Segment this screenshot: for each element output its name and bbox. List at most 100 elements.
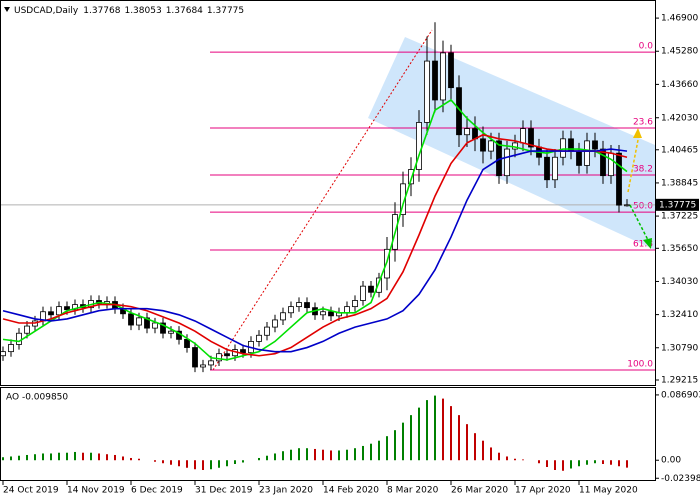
candle-body [408, 169, 414, 185]
candle-body [304, 302, 310, 309]
candle-body [144, 317, 150, 329]
candle-body [544, 156, 550, 181]
arrow-head [643, 238, 652, 249]
candle-body [280, 312, 286, 321]
candle-body [256, 334, 262, 342]
candle-body [584, 140, 590, 166]
price-tag-label: 1.37775 [659, 200, 696, 210]
candle-body [272, 319, 278, 328]
ao-frame [0, 387, 656, 481]
candle-body [480, 138, 486, 152]
y-tick-label: 1.46900 [661, 14, 698, 24]
y-tick-label: 1.35650 [661, 244, 698, 254]
x-tick-label: 24 Oct 2019 [3, 486, 59, 496]
header-icon [4, 7, 10, 12]
high: 1.38053 [124, 6, 161, 16]
price-tag [656, 198, 699, 211]
chart-header: USDCAD,Daily 1.37768 1.38053 1.37684 1.37775 [14, 6, 244, 16]
candle-body [560, 138, 566, 158]
low: 1.37684 [166, 6, 203, 16]
candle-body [440, 52, 446, 101]
candle-body [64, 306, 70, 311]
candle-body [48, 311, 54, 316]
candle-body [128, 313, 134, 326]
candle-body [368, 285, 374, 293]
y-tick-label: 1.43660 [661, 80, 698, 90]
main-panel: 1.46900 1.45280 1.43660 1.42030 1.40465 1.388… [0, 14, 699, 496]
candle-body [520, 128, 526, 144]
main-frame [0, 0, 656, 386]
y-tick-label: 1.45280 [661, 47, 698, 57]
y-tick-label: 1.40465 [661, 145, 698, 155]
candle-body [200, 364, 206, 368]
candle-body [528, 128, 534, 148]
x-tick-label: 17 Apr 2020 [515, 486, 571, 496]
candle-body [168, 330, 174, 334]
x-tick-label: 26 Mar 2020 [451, 486, 508, 496]
candle-body [240, 349, 246, 354]
x-tick-label: 14 Feb 2020 [323, 486, 379, 496]
fib-label: 0.0 [639, 42, 654, 52]
x-tick-label: 11 May 2020 [579, 486, 638, 496]
fib-label: 61.8 [633, 239, 653, 249]
y-tick-label: 1.32410 [661, 310, 698, 320]
candle-body [264, 326, 270, 336]
fib-label: 38.2 [633, 165, 653, 175]
candle-body [24, 325, 30, 334]
candle-body [72, 304, 78, 311]
candle-body [592, 140, 598, 150]
moving-average [2, 98, 628, 361]
y-tick-label: 0.00 [661, 456, 681, 466]
moving-average [2, 148, 628, 353]
candle-body [464, 128, 470, 136]
fib-label: 100.0 [627, 360, 653, 370]
arrow-head [633, 128, 642, 138]
fib-label: 23.6 [633, 117, 653, 127]
candle-body [216, 353, 222, 362]
candle-body [136, 317, 142, 326]
forecast-arrow-down [629, 204, 649, 241]
x-tick-label: 8 Mar 2020 [387, 486, 439, 496]
y-tick-label: -0.023985 [661, 474, 700, 484]
candle-body [504, 148, 510, 177]
candle-body [328, 311, 334, 317]
candle-body [432, 60, 438, 101]
close: 1.37775 [207, 6, 244, 16]
y-tick-label: 1.34030 [661, 277, 698, 287]
candle-body [376, 277, 382, 293]
y-tick-label: 1.42030 [661, 113, 698, 123]
candle-body [352, 300, 358, 308]
candle-body [576, 150, 582, 166]
candle-body [208, 360, 214, 366]
candle-body [184, 338, 190, 348]
candle-body [616, 152, 622, 206]
y-tick-label: 1.38845 [661, 178, 698, 188]
ao-panel: 0.086903 0.00 -0.023985 [2, 390, 700, 484]
candle-body [488, 140, 494, 152]
candle-body [296, 302, 302, 308]
candle-body [192, 347, 198, 368]
open: 1.37768 [83, 6, 120, 16]
fib-trendline [212, 29, 433, 371]
moving-average [2, 133, 628, 357]
fib-label: 50.0 [633, 202, 653, 212]
candle-body [320, 311, 326, 316]
candle-body [600, 148, 606, 177]
y-tick-label: 1.29215 [661, 375, 698, 385]
forecast-arrow-up [627, 139, 639, 193]
x-tick-label: 31 Dec 2019 [195, 486, 253, 496]
candle-body [344, 306, 350, 314]
x-tick-label: 6 Dec 2019 [131, 486, 183, 496]
y-tick-label: 0.086903 [661, 390, 700, 400]
candle-body [360, 285, 366, 301]
candle-body [288, 306, 294, 314]
candle-body [624, 204, 630, 207]
price-channel [368, 37, 655, 250]
ao-title: AO -0.009850 [6, 393, 68, 403]
candle-body [152, 322, 158, 329]
candle-body [56, 306, 62, 316]
candle-body [8, 344, 14, 353]
candle-body [16, 332, 22, 345]
y-tick-label: 1.37225 [661, 212, 698, 222]
